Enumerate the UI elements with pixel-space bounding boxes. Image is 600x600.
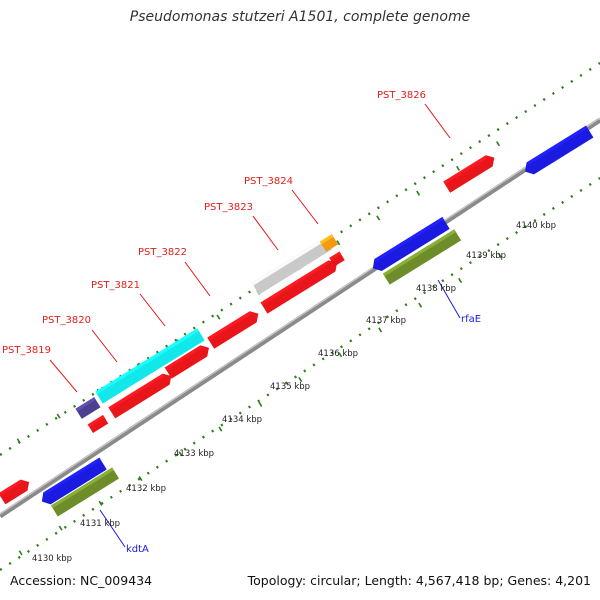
gene-small-red bbox=[87, 415, 109, 433]
label-rfae-leader bbox=[437, 279, 461, 319]
gene-red-small2-top bbox=[329, 251, 342, 261]
inner-scale-tick bbox=[18, 550, 23, 556]
gene-kdta bbox=[50, 467, 120, 517]
gene-pst-3823 bbox=[207, 311, 259, 349]
outer-scale-tick bbox=[376, 215, 381, 221]
kbp-tick-label: 4130 kbp bbox=[32, 554, 72, 564]
outer-scale-tick bbox=[16, 438, 21, 444]
outer-scale-tick bbox=[416, 190, 421, 196]
gene-kdta-top bbox=[50, 467, 114, 509]
gene-pst-3819-top bbox=[75, 397, 96, 412]
label-pst-3819: PST_3819 bbox=[2, 345, 51, 356]
inner-scale-tick bbox=[498, 253, 503, 259]
gene-blue-rfae-top bbox=[374, 216, 444, 262]
inner-scale-tick bbox=[298, 376, 303, 383]
kbp-tick-label: 4135 kbp bbox=[270, 382, 310, 392]
kbp-tick-label: 4136 kbp bbox=[318, 349, 358, 359]
outer-scale-tick bbox=[456, 165, 461, 171]
gene-rfae-top bbox=[382, 229, 456, 277]
gene-orange bbox=[319, 234, 339, 252]
gene-blue-kdta bbox=[41, 457, 107, 505]
gene-blue-right bbox=[525, 125, 594, 175]
label-kdta: kdtA bbox=[126, 544, 149, 555]
gene-left-edge-top bbox=[0, 479, 23, 497]
inner-scale-tick bbox=[458, 277, 463, 283]
label-pst-3821-leader bbox=[139, 293, 166, 327]
gene-blue-right-top bbox=[526, 125, 588, 166]
label-pst-3820-leader bbox=[91, 329, 118, 363]
gene-pst-3820 bbox=[95, 328, 205, 404]
accession-label: Accession: NC_009434 bbox=[10, 573, 153, 588]
inner-scale-tick bbox=[338, 352, 343, 358]
outer-scale-tick bbox=[216, 314, 221, 320]
gene-grey bbox=[251, 237, 333, 295]
gene-pst-3822-top bbox=[164, 345, 203, 371]
outer-scale-tick bbox=[496, 141, 501, 147]
label-pst-3820: PST_3820 bbox=[42, 315, 91, 326]
gene-pst-3820-top bbox=[95, 328, 199, 395]
inner-scale-tick bbox=[418, 302, 423, 308]
gene-grey-top bbox=[251, 237, 327, 286]
kbp-tick-label: 4138 kbp bbox=[416, 284, 456, 294]
outer-scale-tick bbox=[56, 413, 61, 419]
gene-red-small2 bbox=[329, 251, 345, 267]
label-pst-3826: PST_3826 bbox=[377, 90, 426, 101]
topology-label: Topology: circular; Length: 4,567,418 bp… bbox=[247, 573, 591, 588]
kbp-tick-label: 4133 kbp bbox=[174, 449, 214, 459]
inner-scale-tick bbox=[378, 327, 383, 333]
label-pst-3824-leader bbox=[291, 189, 319, 225]
kbp-tick-label: 4134 kbp bbox=[222, 415, 262, 425]
gene-pst-3823-top bbox=[207, 311, 252, 341]
label-rfae: rfaE bbox=[461, 314, 481, 325]
label-pst-3821: PST_3821 bbox=[91, 280, 140, 291]
page-title: Pseudomonas stutzeri A1501, complete gen… bbox=[129, 9, 471, 25]
gene-pst-3822 bbox=[164, 345, 209, 379]
inner-scale-tick bbox=[258, 401, 263, 407]
kbp-tick-label: 4140 kbp bbox=[516, 221, 556, 231]
inner-scale-tick bbox=[98, 500, 103, 506]
kbp-tick-label: 4131 kbp bbox=[80, 519, 120, 529]
gene-left-edge bbox=[0, 479, 30, 505]
inner-scale-tick bbox=[58, 525, 63, 531]
kbp-tick-label: 4137 kbp bbox=[366, 316, 406, 326]
gene-rfae bbox=[382, 229, 462, 285]
label-pst-3823: PST_3823 bbox=[204, 202, 253, 213]
inner-scale-tick bbox=[138, 476, 143, 482]
genome-backbone bbox=[0, 117, 600, 519]
inner-scale-tick bbox=[178, 451, 183, 457]
label-pst-3826-leader bbox=[424, 103, 451, 139]
gene-pst-3824-top bbox=[260, 260, 331, 306]
inner-scale-tick bbox=[218, 426, 223, 432]
gene-blue-rfae bbox=[372, 216, 450, 272]
label-pst-3819-leader bbox=[49, 359, 78, 393]
gene-pst-3819 bbox=[75, 397, 101, 419]
label-pst-3822: PST_3822 bbox=[138, 247, 187, 258]
gene-small-red-top bbox=[87, 415, 105, 428]
label-pst-3823-leader bbox=[252, 215, 279, 251]
label-kdta-leader bbox=[99, 509, 126, 548]
gene-pst-3821 bbox=[108, 373, 172, 419]
label-pst-3824: PST_3824 bbox=[244, 176, 293, 187]
gene-pst-3821-top bbox=[108, 373, 165, 411]
inner-scale-line bbox=[0, 176, 600, 572]
gene-pst-3826 bbox=[443, 155, 495, 193]
gene-pst-3826-top bbox=[443, 155, 488, 185]
outer-scale-tick bbox=[336, 240, 341, 246]
gene-orange-top bbox=[319, 234, 334, 245]
genome-backbone-highlight bbox=[0, 117, 600, 515]
kbp-tick-label: 4132 kbp bbox=[126, 484, 166, 494]
kbp-tick-label: 4139 kbp bbox=[466, 251, 506, 261]
gene-pst-3824 bbox=[260, 260, 338, 314]
label-pst-3822-leader bbox=[184, 261, 211, 297]
gene-blue-kdta-top bbox=[43, 457, 102, 496]
